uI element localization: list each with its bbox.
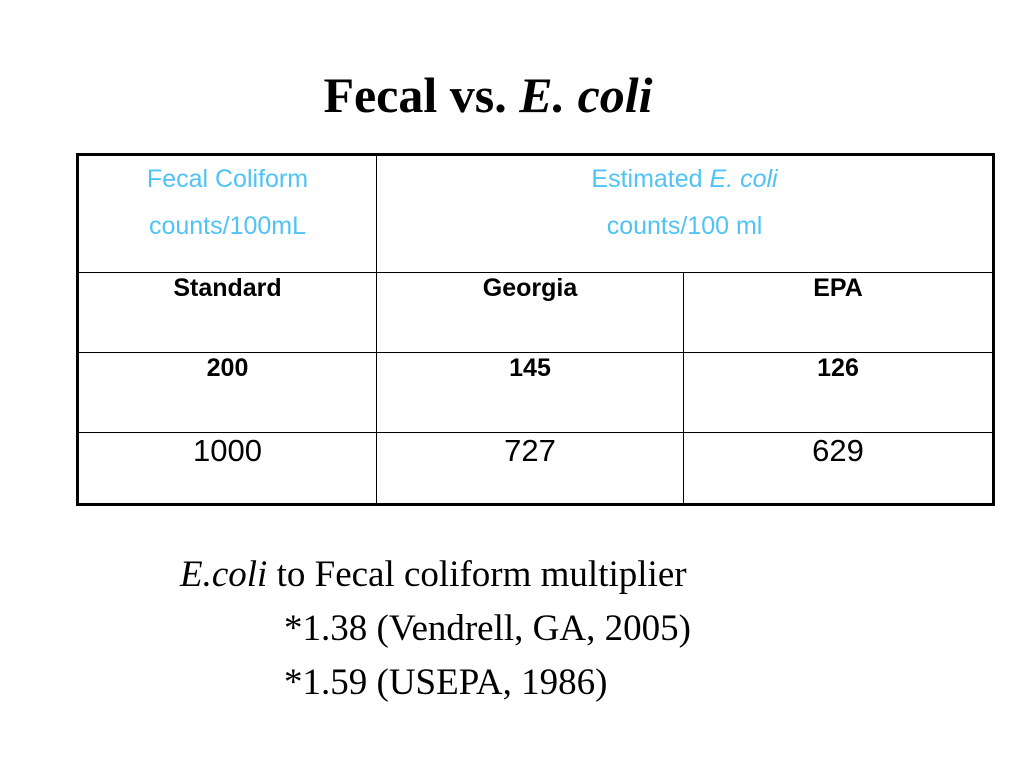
column-header-georgia: Georgia (376, 272, 684, 353)
table-row: 1000 727 629 (77, 432, 995, 505)
title-prefix: Fecal vs. (323, 67, 520, 123)
slide-title: Fecal vs. E. coli (0, 60, 976, 130)
note-line-usepa: *1.59 (USEPA, 1986) (284, 662, 608, 703)
table-cell: 629 (682, 432, 995, 505)
estimated-italic: E. coli (709, 165, 778, 193)
conversion-table: Fecal Coliform counts/100mL Estimated E.… (76, 153, 996, 506)
multiplier-note: E.coli to Fecal coliform multiplier *1.3… (180, 548, 940, 710)
note-text: to Fecal coliform multiplier (267, 554, 687, 595)
fecal-header-line1: Fecal Coliform (146, 165, 309, 193)
title-italic: E. coli (519, 67, 653, 123)
estimated-header-line1: Estimated E. coli (377, 156, 992, 203)
estimated-ecoli-header: Estimated E. coli counts/100 ml (375, 154, 995, 273)
table-cell: 727 (376, 432, 684, 505)
table-cell: 126 (682, 352, 995, 433)
fecal-coliform-header: Fecal Coliform counts/100mL (77, 154, 377, 273)
column-header-standard: Standard (77, 272, 377, 353)
table-header-row: Fecal Coliform counts/100mL Estimated E.… (77, 154, 995, 273)
column-header-epa: EPA (682, 272, 995, 353)
table-subheader-row: Standard Georgia EPA (77, 272, 995, 353)
table-row: 200 145 126 (77, 352, 995, 433)
estimated-prefix: Estimated (591, 165, 710, 193)
fecal-header-line2: counts/100mL (148, 212, 307, 240)
note-line-vendrell: *1.38 (Vendrell, GA, 2005) (284, 608, 691, 649)
estimated-header-line2: counts/100 ml (606, 212, 763, 240)
table-cell: 145 (376, 352, 684, 433)
note-italic: E.coli (180, 554, 268, 595)
table-cell: 1000 (77, 432, 377, 505)
table-cell: 200 (77, 352, 377, 433)
